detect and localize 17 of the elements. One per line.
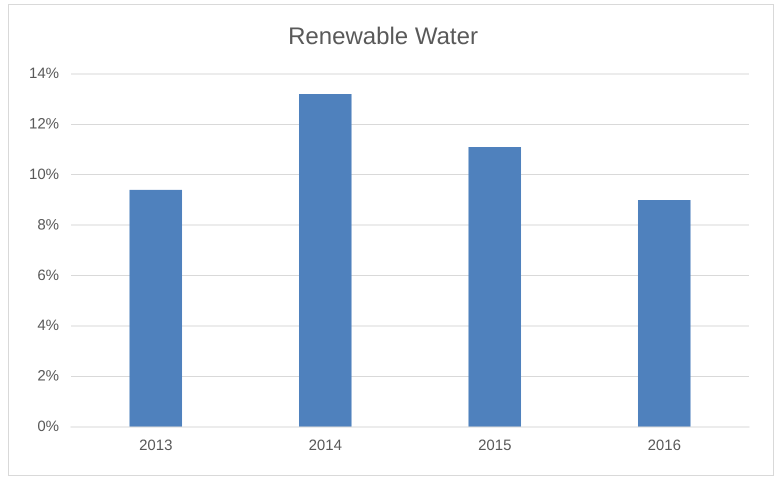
y-tick-label: 0% <box>37 418 60 436</box>
y-tick-label: 10% <box>28 166 60 183</box>
y-tick-label: 12% <box>28 115 60 132</box>
y-tick-label: 14% <box>28 64 60 82</box>
x-tick-label: 2013 <box>139 437 172 454</box>
x-tick-label: 2014 <box>308 437 342 454</box>
y-tick-label: 4% <box>37 317 60 334</box>
bar <box>130 190 182 426</box>
x-tick-label: 2016 <box>648 437 681 454</box>
y-tick-label: 6% <box>37 266 60 284</box>
bar <box>468 146 522 426</box>
y-tick-label: 8% <box>37 216 60 234</box>
x-tick-label: 2015 <box>478 437 512 454</box>
bar <box>298 94 352 426</box>
chart-title: Renewable Water <box>288 23 478 50</box>
bar <box>638 200 691 426</box>
y-tick-label: 2% <box>37 368 60 385</box>
